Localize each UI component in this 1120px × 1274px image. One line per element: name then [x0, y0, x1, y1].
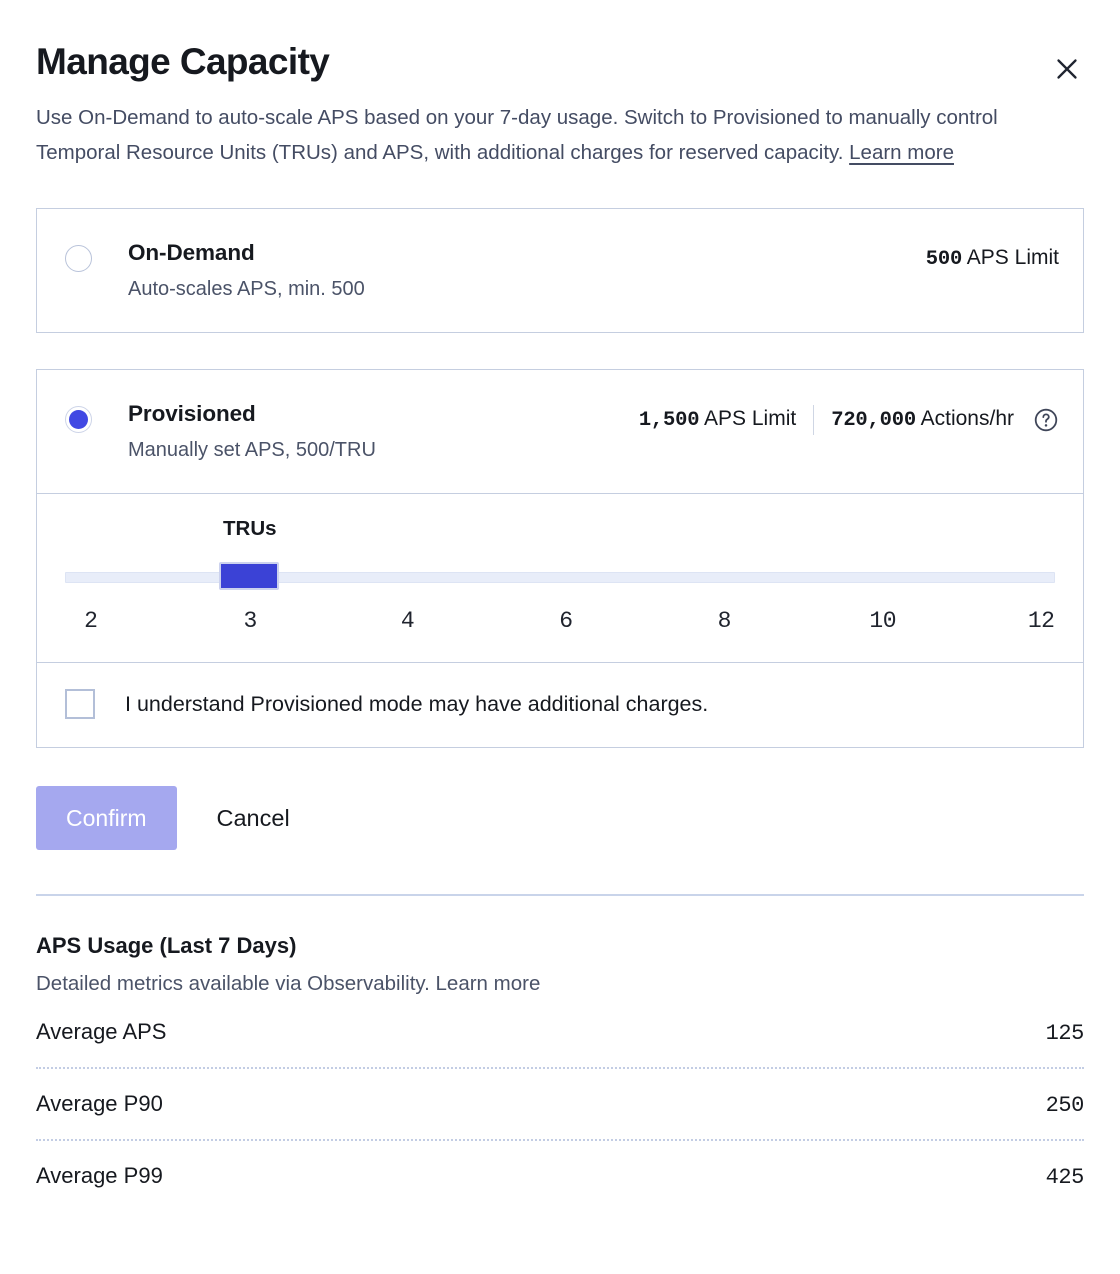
actions-per-hour-provisioned: 720,000 Actions/hr: [831, 405, 1014, 435]
actions-per-hour-value: 720,000: [831, 409, 916, 432]
meta-divider: [813, 405, 815, 435]
option-meta-provisioned: 1,500 APS Limit 720,000 Actions/hr: [639, 405, 1059, 435]
actions-per-hour-unit: Actions/hr: [920, 407, 1014, 430]
slider-tick-10: 10: [869, 608, 897, 634]
page-title: Manage Capacity: [36, 41, 330, 82]
option-row-on-demand[interactable]: On-Demand Auto-scales APS, min. 500 500 …: [37, 209, 1083, 332]
aps-limit-unit-on-demand: APS Limit: [966, 246, 1059, 269]
confirm-button[interactable]: Confirm: [36, 786, 177, 850]
usage-subtitle-text: Detailed metrics available via Observabi…: [36, 972, 436, 995]
capacity-options: On-Demand Auto-scales APS, min. 500 500 …: [36, 208, 1084, 748]
slider-thumb[interactable]: [219, 562, 279, 590]
option-row-provisioned[interactable]: Provisioned Manually set APS, 500/TRU 1,…: [37, 370, 1083, 493]
consent-label: I understand Provisioned mode may have a…: [125, 692, 709, 716]
metric-value: 425: [1045, 1165, 1085, 1190]
cancel-button[interactable]: Cancel: [195, 786, 312, 850]
dialog-header: Manage Capacity Use On-Demand to auto-sc…: [36, 0, 1084, 170]
option-description-provisioned: Manually set APS, 500/TRU: [128, 439, 376, 461]
metric-row: Average P90 250: [36, 1069, 1084, 1141]
tru-slider-section: TRUs 2 3 4 6 8 10 12: [37, 493, 1083, 662]
usage-title: APS Usage (Last 7 Days): [36, 933, 297, 958]
usage-subtitle: Detailed metrics available via Observabi…: [36, 971, 1084, 997]
close-button[interactable]: [1050, 52, 1084, 86]
option-card-on-demand: On-Demand Auto-scales APS, min. 500 500 …: [36, 208, 1084, 333]
metric-value: 125: [1045, 1021, 1085, 1046]
consent-row[interactable]: I understand Provisioned mode may have a…: [37, 662, 1083, 747]
consent-checkbox[interactable]: [65, 689, 95, 719]
option-text-provisioned: Provisioned Manually set APS, 500/TRU: [128, 400, 639, 463]
metric-row: Average P99 425: [36, 1141, 1084, 1211]
radio-on-demand[interactable]: [65, 245, 92, 272]
close-icon: [1054, 56, 1080, 82]
radio-provisioned[interactable]: [65, 406, 92, 433]
aps-limit-on-demand: 500 APS Limit: [926, 244, 1059, 274]
metric-label: Average P99: [36, 1163, 163, 1188]
aps-limit-value-provisioned: 1,500: [638, 409, 700, 432]
aps-limit-unit-provisioned: APS Limit: [704, 407, 797, 430]
usage-learn-more-link[interactable]: Learn more: [435, 972, 541, 995]
dialog-description: Use On-Demand to auto-scale APS based on…: [36, 100, 1082, 170]
dialog-actions: Confirm Cancel: [36, 786, 1084, 850]
slider-tick-12: 12: [1027, 608, 1055, 634]
option-text-on-demand: On-Demand Auto-scales APS, min. 500: [128, 239, 926, 302]
aps-usage-section: APS Usage (Last 7 Days) Detailed metrics…: [36, 932, 1084, 1211]
tru-slider[interactable]: [65, 562, 1055, 592]
slider-tick-2: 2: [84, 608, 98, 634]
learn-more-link[interactable]: Learn more: [849, 141, 954, 164]
slider-tick-4: 4: [400, 608, 415, 634]
dialog-description-text: Use On-Demand to auto-scale APS based on…: [36, 106, 998, 164]
option-title-on-demand: On-Demand: [128, 240, 255, 265]
option-meta-on-demand: 500 APS Limit: [926, 244, 1059, 274]
aps-limit-value-on-demand: 500: [925, 248, 963, 271]
option-card-provisioned: Provisioned Manually set APS, 500/TRU 1,…: [36, 369, 1084, 748]
help-circle-icon[interactable]: [1033, 407, 1059, 433]
slider-tick-8: 8: [717, 608, 732, 634]
metric-row: Average APS 125: [36, 997, 1084, 1069]
metric-label: Average P90: [36, 1091, 163, 1116]
metric-value: 250: [1045, 1093, 1085, 1118]
slider-tick-3: 3: [243, 608, 257, 634]
slider-tick-labels: 2 3 4 6 8 10 12: [65, 606, 1055, 638]
slider-track[interactable]: [65, 572, 1055, 583]
metric-label: Average APS: [36, 1019, 167, 1044]
aps-limit-provisioned: 1,500 APS Limit: [639, 405, 796, 435]
option-description-on-demand: Auto-scales APS, min. 500: [128, 278, 365, 300]
option-title-provisioned: Provisioned: [128, 401, 256, 426]
slider-tick-6: 6: [559, 608, 573, 634]
section-divider: [36, 894, 1084, 896]
slider-label: TRUs: [223, 517, 277, 540]
